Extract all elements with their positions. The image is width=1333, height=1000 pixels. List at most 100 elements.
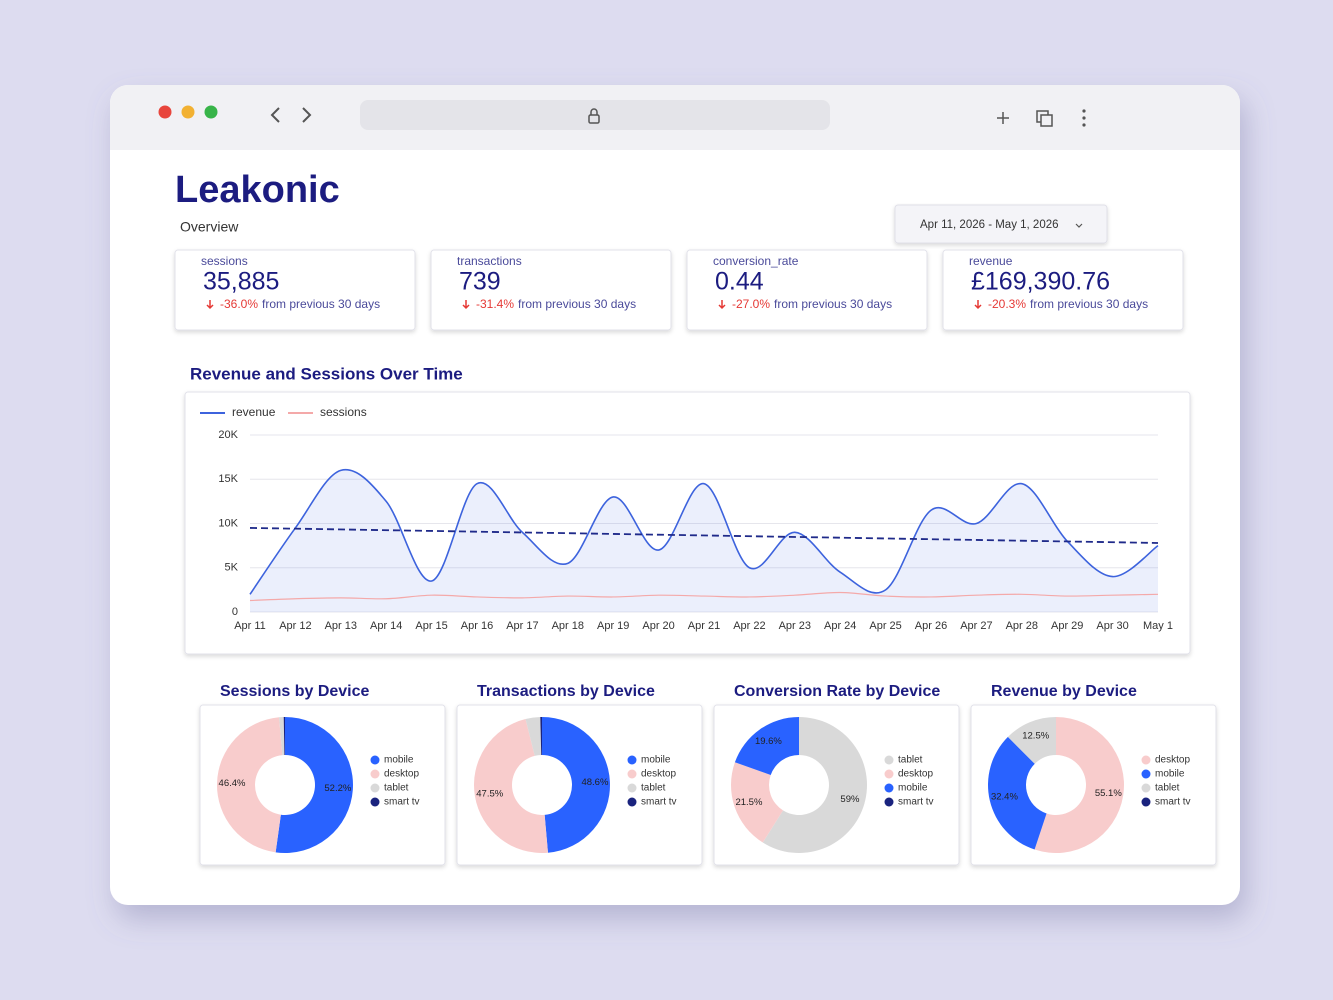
back-button[interactable]: [270, 107, 280, 123]
donut-slice: [279, 717, 285, 756]
minimize-button[interactable]: [181, 105, 195, 119]
y-tick-label: 15K: [218, 473, 238, 485]
forward-button[interactable]: [302, 107, 312, 123]
x-tick-label: Apr 25: [869, 620, 901, 632]
legend-swatch: [370, 755, 380, 765]
x-tick-label: Apr 19: [597, 620, 629, 632]
dropdown-caret: [1075, 223, 1083, 228]
legend-label: desktop: [898, 769, 933, 780]
kpi-change: -20.3%: [988, 297, 1026, 311]
slice-label: 46.4%: [219, 778, 246, 789]
legend-label: mobile: [641, 755, 671, 766]
x-tick-label: Apr 26: [915, 620, 947, 632]
legend-label: smart tv: [641, 797, 677, 808]
donut-slice: [1034, 717, 1125, 853]
kpi-change-line: -20.3% from previous 30 days: [988, 297, 1148, 311]
legend-swatch: [370, 797, 380, 807]
legend-swatch: [370, 783, 380, 793]
kpi-card: [686, 249, 928, 331]
x-tick-label: Apr 30: [1096, 620, 1128, 632]
kpi-change: -36.0%: [220, 297, 258, 311]
legend-swatch: [1141, 769, 1151, 779]
chart-title: Revenue and Sessions Over Time: [190, 364, 463, 383]
slice-label: 32.4%: [991, 792, 1018, 803]
chart-title: Revenue by Device: [991, 683, 1137, 700]
tabs-icon[interactable]: [1036, 110, 1053, 127]
kpi-change-line: -36.0% from previous 30 days: [220, 297, 380, 311]
x-tick-label: Apr 16: [461, 620, 493, 632]
page-subtitle: Overview: [180, 219, 239, 235]
x-tick-label: Apr 24: [824, 620, 856, 632]
date-range: Apr 11, 2026 - May 1, 2026: [920, 219, 1059, 231]
slice-label: 48.6%: [581, 777, 608, 788]
legend-swatch: [1141, 783, 1151, 793]
x-tick-label: Apr 18: [552, 620, 584, 632]
slice-label: 21.5%: [735, 797, 762, 808]
kpi-value: £169,390.76: [971, 268, 1110, 296]
legend-label: mobile: [384, 755, 414, 766]
kpi-comparison: from previous 30 days: [262, 297, 380, 311]
extensions-icon[interactable]: [997, 112, 1009, 124]
legend-label: desktop: [1155, 755, 1190, 766]
close-button[interactable]: [158, 105, 172, 119]
x-tick-label: Apr 27: [960, 620, 992, 632]
legend-label: tablet: [641, 783, 666, 794]
kpi-change: -27.0%: [732, 297, 770, 311]
kpi-change-line: -27.0% from previous 30 days: [732, 297, 892, 311]
kpi-card: [174, 249, 416, 331]
kpi-value: 0.44: [715, 268, 764, 296]
x-tick-label: Apr 23: [779, 620, 811, 632]
kpi-card: [430, 249, 672, 331]
donut-slice: [731, 762, 784, 843]
line: [249, 468, 1159, 595]
y-tick-label: 5K: [225, 562, 239, 574]
legend-swatch: [627, 797, 637, 807]
donut-slice: [1007, 717, 1056, 764]
kpi-change-line: -31.4% from previous 30 days: [476, 297, 636, 311]
legend-label: mobile: [1155, 769, 1185, 780]
chart-title: Conversion Rate by Device: [734, 683, 940, 700]
kpi-change: -31.4%: [476, 297, 514, 311]
x-tick-label: Apr 14: [370, 620, 402, 632]
donut-slice: [216, 717, 283, 853]
legend-swatch: [884, 769, 894, 779]
x-tick-label: May 1: [1143, 620, 1173, 632]
date-picker[interactable]: [894, 204, 1108, 244]
slice-label: 19.6%: [755, 736, 782, 747]
donut-slice: [734, 717, 799, 775]
x-tick-label: Apr 13: [325, 620, 357, 632]
donut-slice: [540, 717, 542, 756]
legend-swatch: [884, 783, 894, 793]
legend-label: revenue: [232, 405, 276, 419]
donut-slice: [542, 717, 610, 853]
donut-slice: [474, 719, 548, 853]
maximize-button[interactable]: [204, 105, 218, 119]
legend-label: smart tv: [898, 797, 934, 808]
donut-slice: [283, 717, 285, 756]
lock-icon: [588, 108, 600, 124]
y-tick-label: 0: [232, 606, 238, 618]
x-tick-label: Apr 15: [415, 620, 447, 632]
legend-swatch: [884, 797, 894, 807]
legend-swatch: [1141, 755, 1151, 765]
menu-icon[interactable]: [1082, 109, 1086, 127]
legend-label: tablet: [384, 783, 409, 794]
donut-slice: [988, 736, 1047, 850]
donut-slice: [525, 717, 542, 756]
kpi-value: 35,885: [203, 268, 279, 296]
slice-label: 59%: [840, 794, 860, 805]
kpi-comparison: from previous 30 days: [518, 297, 636, 311]
chart-title: Transactions by Device: [477, 683, 655, 700]
charts: Revenue and Sessions Over Time 0 5K 10K 15K 2…: [184, 364, 1217, 866]
legend-swatch: [627, 783, 637, 793]
legend-label: sessions: [320, 405, 367, 419]
legend-label: desktop: [384, 769, 419, 780]
x-tick-label: Apr 20: [642, 620, 674, 632]
slice-label: 47.5%: [476, 788, 503, 799]
legend-label: desktop: [641, 769, 676, 780]
down-arrow-icon: [462, 300, 470, 310]
legend-swatch: [884, 755, 894, 765]
down-arrow-icon: [206, 300, 214, 310]
